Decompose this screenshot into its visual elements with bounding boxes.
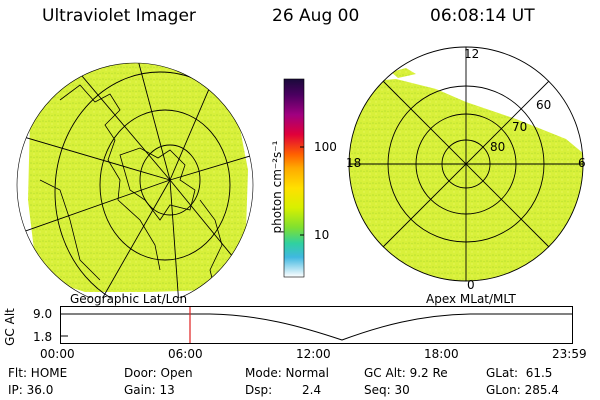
- status-dsp-label: Dsp:: [245, 383, 273, 397]
- lat-lon-grid: [17, 63, 253, 298]
- coastline: [59, 84, 161, 271]
- date-label: 26 Aug 00: [272, 6, 360, 26]
- status-dsp-value: 2.4: [302, 383, 322, 397]
- altitude-plot: [60, 306, 573, 344]
- polar-grid: [348, 46, 584, 282]
- altitude-curve: [61, 313, 572, 341]
- colorbar-tick-10: 10: [314, 228, 330, 242]
- status-glat: GLat: 61.5: [486, 366, 553, 380]
- status-gain: Gain: 13: [124, 383, 175, 397]
- apex-caption: Apex MLat/MLT: [426, 292, 516, 306]
- mlt-label-12: 12: [464, 47, 480, 61]
- gc-alt-axis-label: GC Alt: [3, 308, 17, 346]
- time-tick-1200: 12:00: [296, 347, 331, 361]
- polar-mlat-mlt-map: [348, 46, 584, 282]
- alt-tick-9: 9.0: [33, 307, 53, 321]
- mlt-label-0: 0: [467, 278, 475, 292]
- time-tick-2359: 23:59: [552, 347, 587, 361]
- image-footprint-left: [28, 63, 248, 292]
- status-flt: Flt: HOME: [8, 366, 68, 380]
- geographic-map: [16, 62, 254, 298]
- colorbar-tick-100: 100: [314, 140, 337, 154]
- image-footprint-right: [349, 79, 583, 281]
- status-glon: GLon: 285.4: [486, 383, 559, 397]
- mlat-label-60: 60: [536, 98, 552, 112]
- instrument-title: Ultraviolet Imager: [42, 6, 196, 26]
- status-gc-alt: GC Alt: 9.2 Re: [364, 366, 448, 380]
- mlat-label-80: 80: [490, 140, 506, 154]
- mlt-label-18: 18: [346, 156, 362, 170]
- mlat-label-70: 70: [512, 120, 528, 134]
- status-ip: IP: 36.0: [8, 383, 54, 397]
- colorbar-unit-label: photon cm⁻²s⁻¹: [270, 140, 284, 234]
- alt-tick-1-8: 1.8: [33, 330, 53, 344]
- time-tick-0000: 00:00: [40, 347, 75, 361]
- colorbar: [283, 78, 305, 278]
- time-tick-0600: 06:00: [168, 347, 203, 361]
- geographic-caption: Geographic Lat/Lon: [70, 292, 188, 306]
- status-mode: Mode: Normal: [245, 366, 329, 380]
- colorbar-gradient: [283, 78, 305, 278]
- time-label: 06:08:14 UT: [430, 6, 535, 26]
- status-door: Door: Open: [124, 366, 193, 380]
- mlt-label-6: 6: [578, 156, 586, 170]
- status-seq: Seq: 30: [364, 383, 410, 397]
- time-tick-1800: 18:00: [424, 347, 459, 361]
